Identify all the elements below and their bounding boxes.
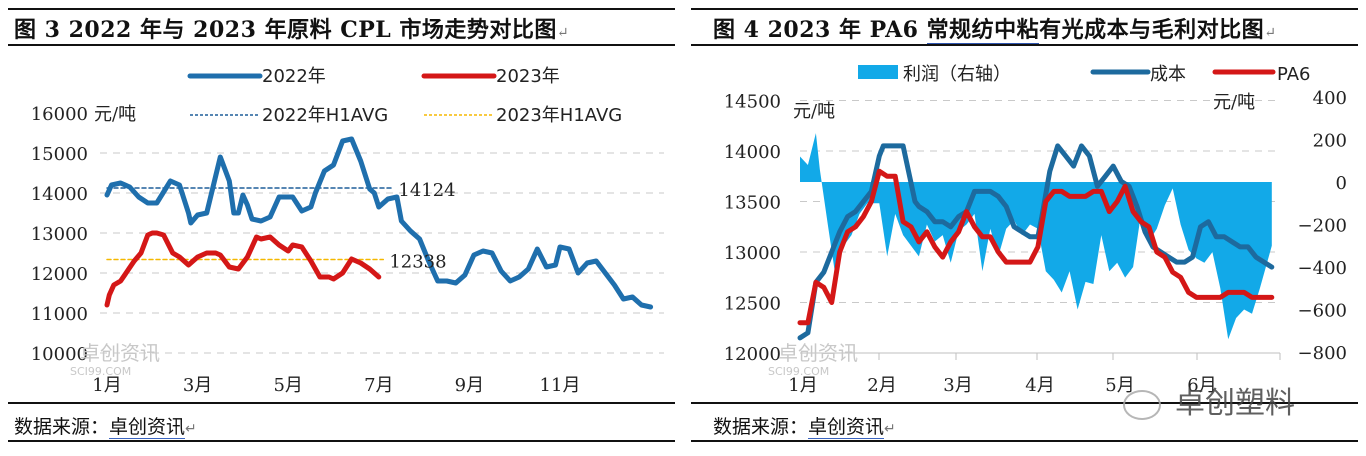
title-bottom-rule [691,44,1358,46]
y-tick-label: 14000 [31,184,88,205]
svg-text:PA6: PA6 [1277,64,1310,85]
y-tick-label: 14000 [724,142,781,163]
y-tick-label: 14500 [724,92,781,113]
x-tick-label: 11月 [540,375,581,396]
return-mark-icon: ↵ [185,421,197,437]
x-tick-label: 5月 [273,375,302,396]
x-tick-label: 1月 [788,375,817,396]
overlay-watermark-text: 卓创塑料 [1175,386,1295,421]
figure-title-underlined: 常规纺中粘 [926,17,1040,45]
figure-title-text: 图 3 2022 年与 2023 年原料 CPL 市场走势对比图 [14,17,557,43]
y-tick-label: 13000 [31,224,88,245]
return-mark-icon: ↵ [1264,25,1277,41]
y-unit-label: 元/吨 [94,104,136,125]
figure-title-cpl: 图 3 2022 年与 2023 年原料 CPL 市场走势对比图↵ [14,12,569,44]
watermark-logo: 卓创资讯 [80,341,160,365]
x-tick-label: 7月 [364,375,393,396]
title-top-rule [8,8,675,10]
svg-text:2022年: 2022年 [262,66,326,87]
pa6-line [797,168,1275,326]
y-right-tick-label: −400 [1298,258,1347,279]
x-tick-label: 1月 [92,375,121,396]
chart-panel-cpl: 图 3 2022 年与 2023 年原料 CPL 市场走势对比图↵ 16000 1… [8,8,675,442]
y-right-unit-label: 元/吨 [1213,92,1255,113]
figure-title-suffix: 有光成本与毛利对比图 [1039,17,1265,43]
y-tick-label: 16000 [31,104,88,125]
data-source-line: 数据来源：卓创资讯↵ [713,412,896,441]
source-bottom-rule [691,440,1358,442]
y-tick-label: 12000 [31,264,88,285]
source-label: 数据来源： [713,416,809,438]
wechat-bubble-icon [1123,389,1161,420]
avg-annotation: 14124 [398,180,455,201]
title-top-rule [691,8,1358,10]
figure-title-pa6: 图 4 2023 年 PA6 常规纺中粘有光成本与毛利对比图↵ [713,12,1277,45]
source-top-rule [8,402,675,404]
x-tick-label: 5月 [1105,375,1134,396]
source-label: 数据来源： [14,416,110,438]
y-right-tick-label: 200 [1313,131,1347,152]
watermark-logo: 卓创资讯 [778,341,858,365]
source-link[interactable]: 卓创资讯 [109,416,186,441]
avg-annotation: 12338 [389,251,446,272]
return-mark-icon: ↵ [884,421,896,437]
return-mark-icon: ↵ [556,25,570,41]
svg-text:2023年: 2023年 [496,66,560,87]
y-right-tick-label: 400 [1313,88,1347,109]
y-tick-label: 15000 [31,144,88,165]
profit-area [800,133,1272,340]
x-tick-label: 9月 [455,375,484,396]
pa6-cost-profit-chart: 14500 14000 13500 13000 12500 12000 400 200 0 −20… [724,64,1347,396]
x-tick-label: 3月 [183,375,212,396]
y-tick-label: 10000 [31,344,88,365]
chart-legend: 利润（右轴） 成本 PA6 [858,64,1310,85]
source-bottom-rule [8,440,675,442]
y-tick-label: 12000 [724,344,781,365]
data-source-line: 数据来源：卓创资讯↵ [14,412,197,441]
series-2023-line [104,230,382,308]
source-link[interactable]: 卓创资讯 [808,416,885,441]
x-tick-label: 3月 [943,375,972,396]
y-right-tick-label: −600 [1298,301,1347,322]
y-right-tick-label: 0 [1336,173,1347,194]
chart-panel-pa6: 图 4 2023 年 PA6 常规纺中粘有光成本与毛利对比图↵ 14500 140… [683,0,1366,456]
y-left-unit-label: 元/吨 [793,101,835,122]
y-right-tick-label: −200 [1298,216,1347,237]
y-tick-label: 11000 [31,304,88,325]
y-tick-label: 12500 [724,294,781,315]
y-tick-label: 13000 [724,243,781,264]
cpl-line-chart: 16000 15000 14000 13000 12000 11000 10000 元/吨 1月… [31,66,664,396]
y-tick-label: 13500 [724,193,781,214]
svg-text:成本: 成本 [1150,64,1186,85]
svg-text:2023年H1AVG: 2023年H1AVG [496,105,622,126]
y-right-tick-label: −800 [1298,343,1347,364]
x-tick-label: 6月 [1187,375,1216,396]
svg-text:2022年H1AVG: 2022年H1AVG [262,105,388,126]
figure-title-prefix: 图 4 2023 年 PA6 [713,17,927,43]
watermark-url: SCI99.COM [70,365,131,378]
source-top-rule [691,402,1358,404]
overlay-watermark: 卓创塑料 [1123,378,1295,422]
svg-text:利润（右轴）: 利润（右轴） [903,64,1011,85]
x-tick-label: 2月 [867,375,896,396]
series-2022-line [104,136,654,310]
chart-legend: 2022年 2023年 2022年H1AVG 2023年H1AVG [187,66,622,126]
x-tick-label: 4月 [1025,375,1054,396]
title-bottom-rule [8,44,675,46]
watermark-url: SCI99.COM [768,365,829,378]
